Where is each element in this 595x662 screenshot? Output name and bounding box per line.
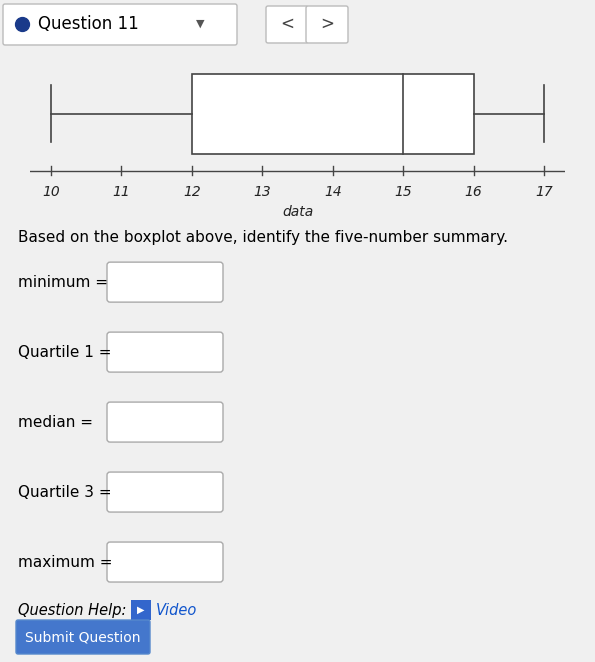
- FancyBboxPatch shape: [306, 6, 348, 43]
- FancyBboxPatch shape: [107, 332, 223, 372]
- Text: 16: 16: [465, 185, 483, 199]
- Text: 10: 10: [42, 185, 60, 199]
- Bar: [192, 73, 474, 154]
- FancyBboxPatch shape: [107, 472, 223, 512]
- Text: ▶: ▶: [137, 605, 145, 615]
- Text: maximum =: maximum =: [18, 555, 112, 569]
- Text: Question 11: Question 11: [38, 15, 139, 33]
- Text: Submit Question: Submit Question: [25, 630, 141, 644]
- Text: Quartile 1 =: Quartile 1 =: [18, 345, 111, 359]
- FancyBboxPatch shape: [107, 402, 223, 442]
- Text: median =: median =: [18, 414, 93, 430]
- Text: 15: 15: [394, 185, 412, 199]
- Text: Based on the boxplot above, identify the five-number summary.: Based on the boxplot above, identify the…: [18, 230, 508, 245]
- Text: minimum =: minimum =: [18, 275, 108, 290]
- FancyBboxPatch shape: [16, 620, 150, 654]
- Text: 11: 11: [112, 185, 130, 199]
- Text: Question Help:: Question Help:: [18, 602, 126, 618]
- Text: Video: Video: [156, 602, 198, 618]
- Text: 17: 17: [536, 185, 553, 199]
- Text: <: <: [280, 15, 294, 33]
- Text: 14: 14: [324, 185, 342, 199]
- Text: data: data: [282, 205, 313, 218]
- FancyBboxPatch shape: [131, 600, 151, 620]
- FancyBboxPatch shape: [107, 542, 223, 582]
- Text: ▼: ▼: [196, 19, 204, 29]
- Text: 13: 13: [253, 185, 271, 199]
- FancyBboxPatch shape: [107, 262, 223, 302]
- Text: 12: 12: [183, 185, 201, 199]
- Text: Quartile 3 =: Quartile 3 =: [18, 485, 112, 500]
- FancyBboxPatch shape: [3, 4, 237, 45]
- Text: >: >: [320, 15, 334, 33]
- FancyBboxPatch shape: [266, 6, 308, 43]
